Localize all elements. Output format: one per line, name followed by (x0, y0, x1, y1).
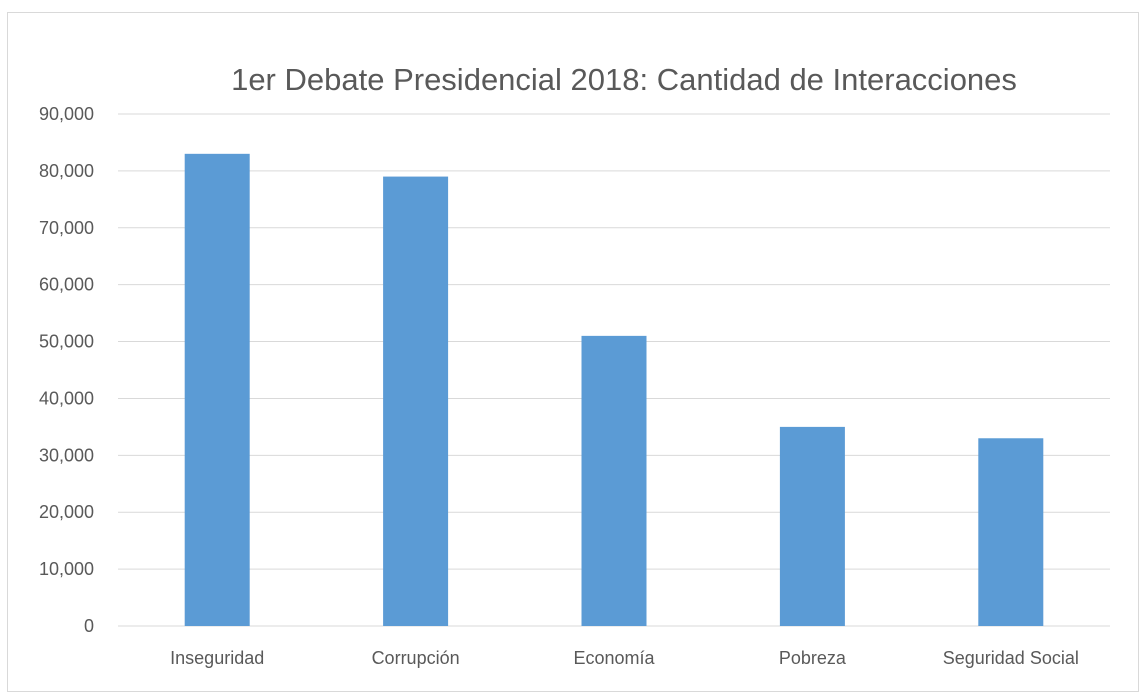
y-tick-label: 70,000 (39, 218, 94, 238)
y-tick-label: 0 (84, 616, 94, 636)
x-axis-ticks: Inseguridad Corrupción Economía Pobreza Segu… (170, 648, 1079, 668)
y-tick-label: 50,000 (39, 332, 94, 352)
bar-economía (581, 335, 647, 626)
y-tick-label: 30,000 (39, 445, 94, 465)
bar-pobreza (779, 426, 845, 626)
gridlines (118, 113, 1110, 627)
chart-title: 1er Debate Presidencial 2018: Cantidad d… (231, 62, 1017, 97)
y-tick-label: 40,000 (39, 388, 94, 408)
y-tick-label: 20,000 (39, 502, 94, 522)
y-tick-label: 60,000 (39, 275, 94, 295)
x-tick-label: Economía (573, 648, 655, 668)
x-tick-label: Pobreza (779, 648, 847, 668)
y-tick-label: 80,000 (39, 161, 94, 181)
bar-corrupción (383, 176, 449, 627)
y-tick-label: 10,000 (39, 559, 94, 579)
bar-inseguridad (184, 153, 250, 627)
bar-seguridad-social (978, 438, 1044, 626)
y-tick-label: 90,000 (39, 104, 94, 124)
bars (184, 153, 1044, 627)
x-tick-label: Corrupción (372, 648, 460, 668)
y-axis-ticks: 0 10,000 20,000 30,000 40,000 50,000 60,000 70,… (39, 104, 94, 636)
x-tick-label: Seguridad Social (943, 648, 1079, 668)
x-tick-label: Inseguridad (170, 648, 264, 668)
